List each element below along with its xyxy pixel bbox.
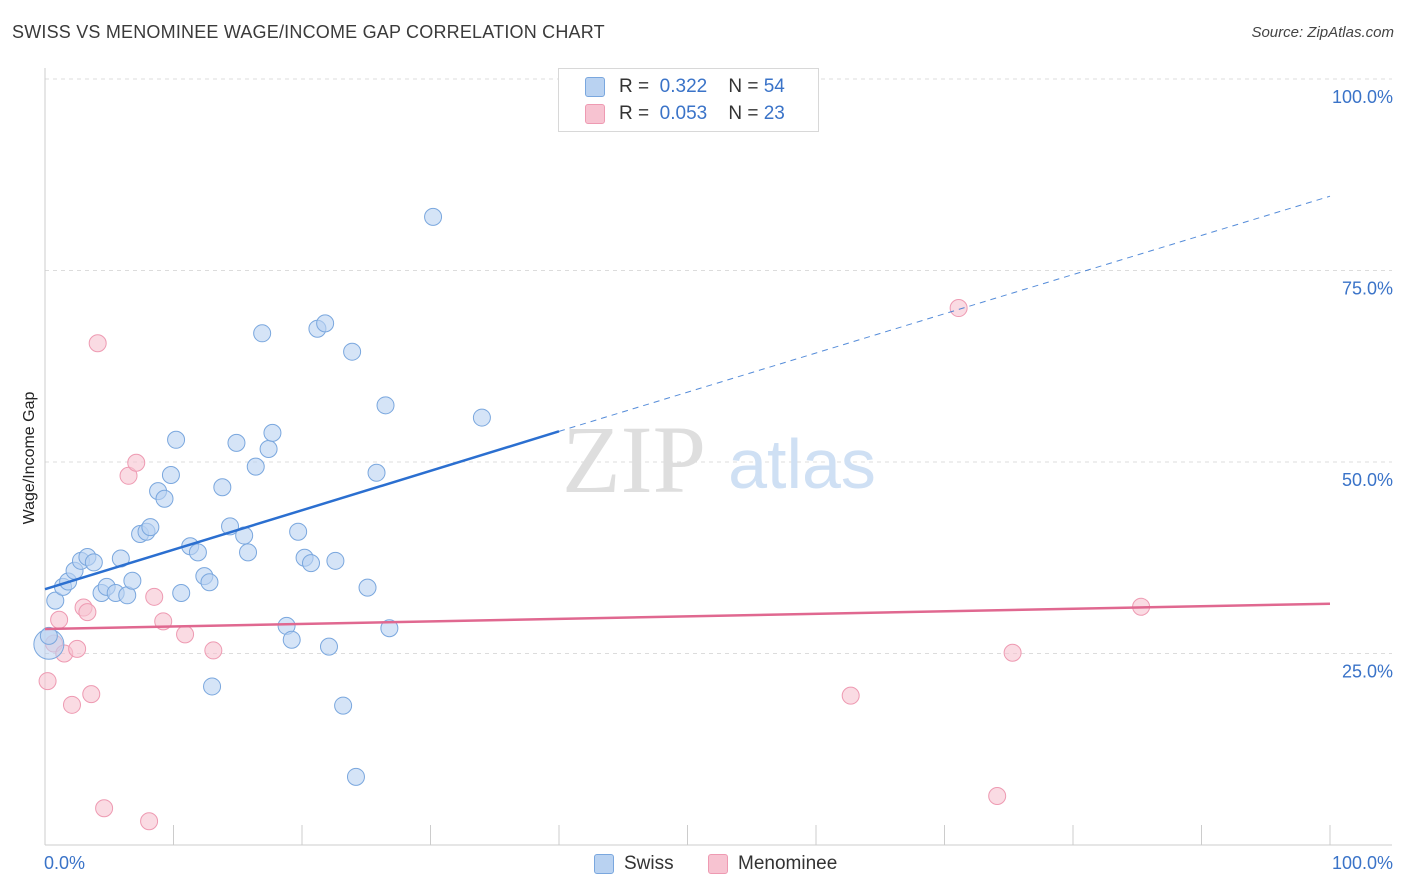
menominee-point: [38, 672, 57, 691]
menominee-swatch: [708, 854, 728, 874]
swiss-point: [301, 554, 320, 573]
menominee-point: [127, 453, 146, 472]
menominee-points: [38, 299, 1151, 831]
swiss-point: [227, 433, 246, 452]
legend-r-value: 0.053: [659, 103, 708, 124]
menominee-point: [841, 686, 860, 705]
swiss-point: [319, 637, 338, 656]
swiss-point: [123, 571, 142, 590]
x-tick-label: 100.0%: [1332, 853, 1393, 873]
swiss-point: [263, 423, 282, 442]
legend-r-value: 0.322: [659, 76, 708, 97]
swiss-point: [289, 522, 308, 541]
swiss-point: [155, 489, 174, 508]
bottom-legend-menominee: Menominee: [708, 852, 837, 876]
swiss-point: [141, 518, 160, 537]
menominee-point: [1003, 643, 1022, 662]
menominee-point: [176, 625, 195, 644]
menominee-trend-line: [44, 602, 1331, 631]
swiss-point: [424, 207, 443, 226]
menominee-point: [62, 695, 81, 714]
legend-n-label: N =: [728, 103, 759, 124]
y-tick-label: 25.0%: [1342, 662, 1393, 682]
swiss-point: [203, 677, 222, 696]
swiss-point: [316, 314, 335, 333]
watermark-zip: ZIP: [562, 406, 706, 513]
swiss-point: [376, 396, 395, 415]
swiss-swatch: [585, 77, 605, 97]
legend-r-label: R =: [619, 103, 650, 124]
x-tick-label: 0.0%: [44, 853, 85, 873]
legend-row-swiss: R = 0.322 N = 54: [585, 75, 785, 99]
swiss-point: [259, 439, 278, 458]
watermark-atlas: atlas: [728, 425, 876, 503]
y-tick-label: 75.0%: [1342, 279, 1393, 299]
menominee-point: [50, 610, 69, 629]
watermark: ZIP atlas: [562, 406, 876, 513]
chart-title: SWISS VS MENOMINEE WAGE/INCOME GAP CORRE…: [12, 22, 605, 42]
bottom-legend-swiss-label: Swiss: [624, 853, 674, 874]
menominee-point: [140, 812, 159, 831]
swiss-point: [472, 408, 491, 427]
swiss-point: [346, 767, 365, 786]
swiss-point: [380, 619, 399, 638]
swiss-point: [343, 342, 362, 361]
swiss-point: [358, 578, 377, 597]
bottom-legend-menominee-label: Menominee: [738, 853, 838, 874]
swiss-point: [46, 591, 65, 610]
axes: [44, 68, 1392, 846]
grid-lines: [45, 78, 1392, 654]
swiss-points: [33, 207, 491, 786]
swiss-point: [282, 630, 301, 649]
y-tick-label: 100.0%: [1332, 87, 1393, 107]
menominee-point: [78, 603, 97, 622]
swiss-point: [326, 551, 345, 570]
swiss-point: [213, 478, 232, 497]
trend-lines: [44, 195, 1331, 631]
menominee-point: [204, 641, 223, 660]
swiss-point: [367, 463, 386, 482]
swiss-point: [172, 583, 191, 602]
swiss-trend-extension: [558, 195, 1331, 432]
legend-n-label: N =: [728, 76, 759, 97]
swiss-point: [334, 696, 353, 715]
legend-row-menominee: R = 0.053 N = 23: [585, 102, 785, 126]
swiss-trend-line: [44, 430, 560, 591]
menominee-point: [988, 786, 1007, 805]
menominee-swatch: [585, 104, 605, 124]
legend-box: R = 0.322 N = 54 R = 0.053 N = 23: [558, 68, 819, 132]
tick-labels: 100.0% 75.0% 50.0% 25.0% 0.0% 100.0%: [44, 87, 1393, 873]
swiss-point: [161, 466, 180, 485]
menominee-point: [88, 334, 107, 353]
swiss-point: [188, 543, 207, 562]
menominee-point: [68, 639, 87, 658]
source-label: Source: ZipAtlas.com: [1251, 24, 1394, 41]
swiss-point: [253, 324, 272, 343]
swiss-swatch: [594, 854, 614, 874]
swiss-point: [167, 430, 186, 449]
legend-n-value: 54: [763, 76, 785, 97]
menominee-point: [95, 799, 114, 818]
bottom-legend-swiss: Swiss: [594, 852, 674, 876]
menominee-point: [82, 685, 101, 704]
swiss-point: [239, 543, 258, 562]
menominee-point: [949, 299, 968, 318]
legend-r-label: R =: [619, 76, 650, 97]
y-tick-label: 50.0%: [1342, 470, 1393, 490]
swiss-point: [200, 573, 219, 592]
swiss-point: [39, 626, 58, 645]
swiss-point: [84, 553, 103, 572]
menominee-point: [145, 587, 164, 606]
legend-n-value: 23: [763, 103, 785, 124]
swiss-point: [246, 457, 265, 476]
